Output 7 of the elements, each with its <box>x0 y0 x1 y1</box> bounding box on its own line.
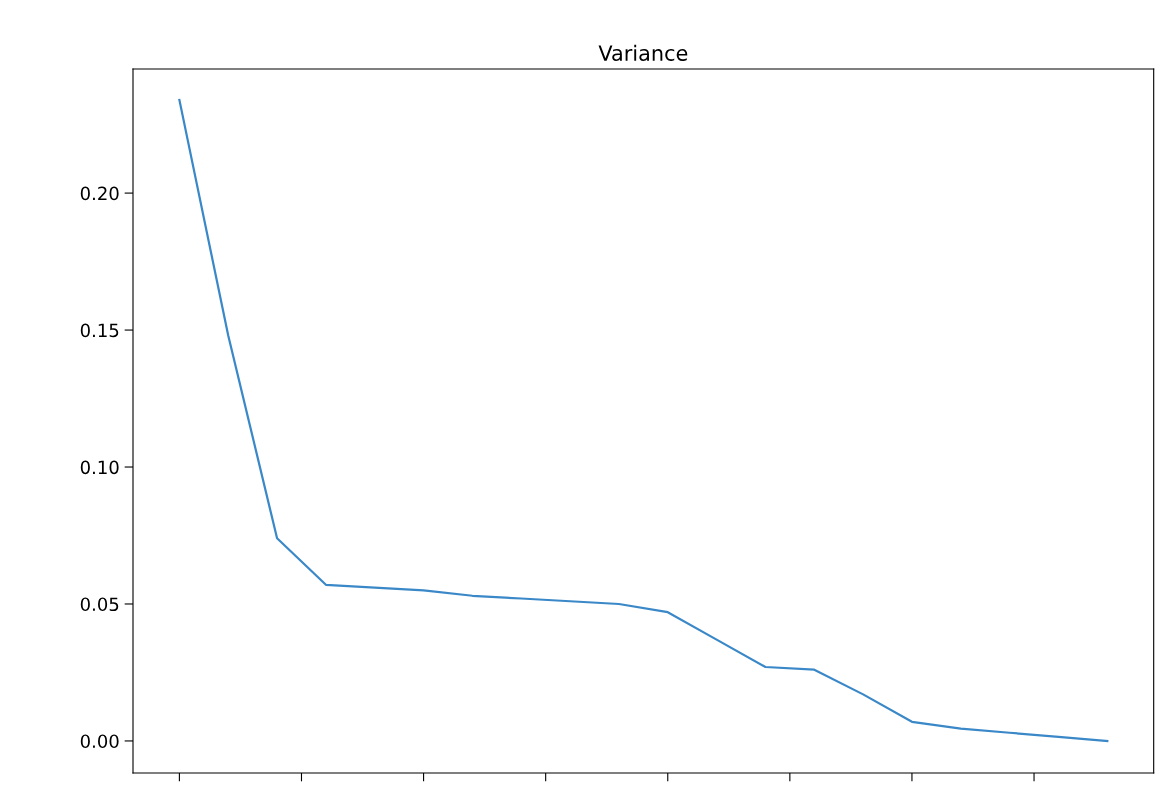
y-tick-label: 0.10 <box>80 460 119 475</box>
y-tick-label: 0.15 <box>80 323 119 338</box>
y-tick-label: 0.20 <box>80 186 119 201</box>
chart-title: Variance <box>598 44 688 61</box>
y-tick-label: 0.00 <box>80 734 119 749</box>
line-series <box>178 98 1109 743</box>
y-tick-label: 0.05 <box>80 597 119 612</box>
